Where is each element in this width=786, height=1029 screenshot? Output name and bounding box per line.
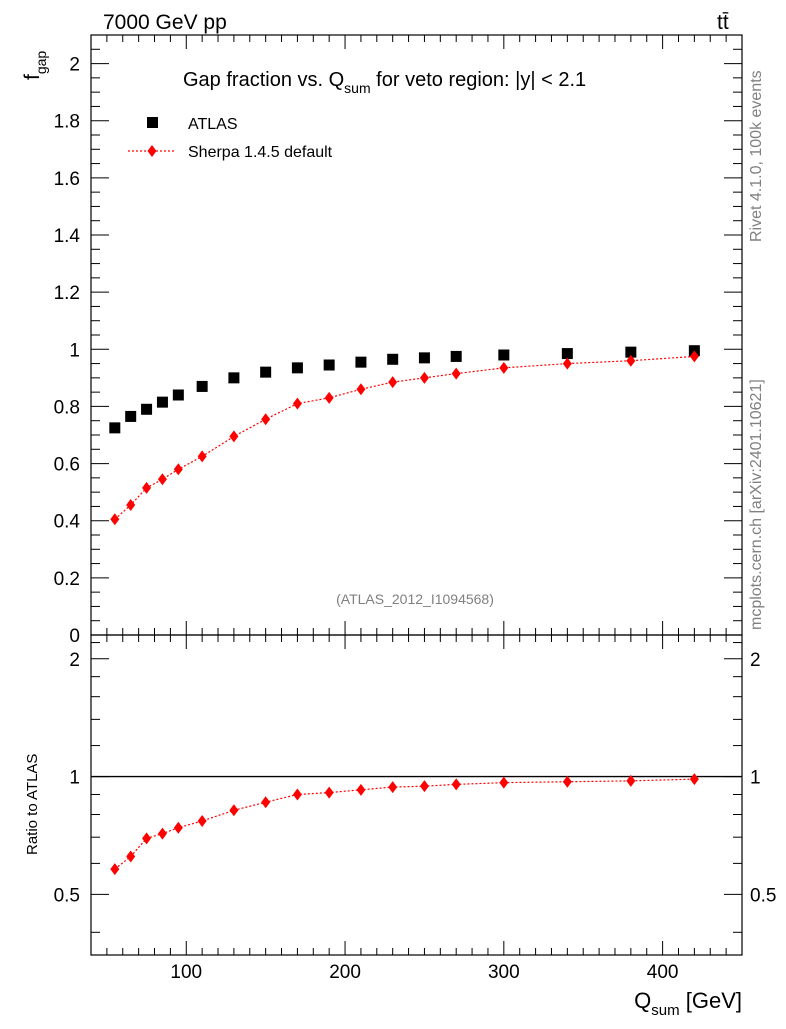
atlas-data-point (109, 422, 121, 434)
ratio-data-point (689, 773, 699, 786)
ratio-axis-ticks (91, 635, 742, 955)
analysis-tag: (ATLAS_2012_I1094568) (336, 591, 494, 607)
legend-atlas-marker (147, 117, 158, 128)
main-y-tick-label: 1.2 (54, 283, 80, 304)
sherpa-data-point (292, 397, 302, 410)
main-y-tick-label: 0.4 (54, 512, 81, 533)
main-y-tick-label: 1.8 (54, 112, 80, 133)
ratio-y-tick-label-right: 2 (750, 650, 761, 671)
x-tick-label: 300 (488, 962, 520, 983)
ratio-data-point (110, 863, 120, 876)
ratio-data-point (356, 783, 366, 796)
main-plot-marks (109, 345, 700, 526)
ratio-y-tick-label-right: 0.5 (750, 885, 776, 906)
atlas-data-point (156, 396, 168, 408)
atlas-data-point (291, 362, 303, 374)
atlas-data-point (561, 348, 573, 360)
main-y-tick-label: 0 (69, 626, 80, 647)
sherpa-data-point (229, 430, 239, 443)
sherpa-data-point (626, 354, 636, 367)
atlas-data-point (355, 356, 367, 368)
ratio-data-point (229, 804, 239, 817)
sherpa-data-point (173, 463, 183, 476)
main-y-tick-labels: 0 0.2 0.4 0.6 0.8 1 1.2 1.4 1.6 1.8 2 (54, 55, 81, 647)
ratio-data-point (562, 775, 572, 788)
ratio-y-tick-label: 2 (69, 650, 80, 671)
main-axis-ticks (91, 34, 742, 636)
sherpa-data-point (562, 357, 572, 370)
ratio-data-point (126, 850, 136, 863)
atlas-data-point (125, 410, 137, 422)
atlas-data-point (450, 350, 462, 362)
x-tick-label: 400 (647, 962, 679, 983)
ratio-data-point (292, 788, 302, 801)
sherpa-data-point (142, 481, 152, 494)
atlas-data-point (387, 353, 399, 365)
x-tick-label: 200 (329, 962, 361, 983)
atlas-data-point (625, 346, 637, 358)
ratio-data-point (197, 814, 207, 827)
ratio-data-point (173, 821, 183, 834)
source-label: mcplots.cern.ch [arXiv:2401.10621] (748, 379, 765, 630)
legend-atlas-label: ATLAS (188, 116, 238, 133)
atlas-data-point (196, 380, 208, 392)
sherpa-data-point (419, 371, 429, 384)
atlas-data-point (141, 403, 153, 415)
ratio-data-point (157, 827, 167, 840)
ratio-y-tick-label: 0.5 (54, 885, 80, 906)
main-y-tick-label: 0.2 (54, 569, 80, 590)
ratio-data-point (324, 786, 334, 799)
x-tick-label: 100 (170, 962, 202, 983)
energy-label: 7000 GeV pp (103, 11, 227, 34)
main-y-tick-label: 1 (69, 340, 80, 361)
legend-sherpa-label: Sherpa 1.4.5 default (188, 144, 333, 161)
ratio-data-point (261, 796, 271, 809)
sherpa-data-point (197, 450, 207, 463)
ratio-series-line (114, 778, 695, 870)
main-y-tick-label: 0.8 (54, 397, 80, 418)
x-tick-labels: 100 200 300 400 (170, 962, 678, 983)
ratio-plot-marks (91, 773, 742, 876)
sherpa-data-point (324, 391, 334, 404)
sherpa-data-point (689, 350, 699, 363)
sherpa-data-point (356, 383, 366, 396)
ratio-data-point (626, 774, 636, 787)
main-y-tick-label: 1.4 (54, 226, 81, 247)
atlas-data-point (260, 366, 272, 378)
atlas-data-point (172, 389, 184, 401)
atlas-data-point (228, 372, 240, 384)
sherpa-data-point (499, 361, 509, 374)
rivet-version-label: Rivet 4.1.0, 100k events (748, 70, 765, 242)
ratio-y-axis-label: Ratio to ATLAS (24, 754, 41, 855)
ratio-data-point (451, 778, 461, 791)
sherpa-data-point (451, 367, 461, 380)
atlas-data-point (418, 352, 430, 364)
process-label: tt̄ (717, 11, 729, 34)
ratio-data-point (499, 776, 509, 789)
sherpa-data-point (388, 376, 398, 389)
sherpa-series-line (114, 355, 695, 520)
legend-sherpa-marker (147, 145, 157, 157)
legend: ATLAS Sherpa 1.4.5 default (128, 116, 333, 161)
ratio-y-tick-label: 1 (69, 768, 80, 789)
sherpa-data-point (157, 473, 167, 486)
chart-title: Gap fraction vs. Qsum for veto region: |… (183, 69, 586, 96)
sherpa-data-point (110, 513, 120, 526)
ratio-y-tick-labels: 0.5 0.5 1 1 2 2 (54, 650, 777, 907)
main-y-axis-label: fgap (21, 51, 49, 80)
main-y-tick-label: 1.6 (54, 169, 80, 190)
ratio-data-point (388, 781, 398, 794)
ratio-y-tick-label-right: 1 (750, 768, 761, 789)
atlas-data-point (323, 359, 335, 371)
main-y-tick-label: 2 (69, 55, 80, 76)
sherpa-data-point (126, 499, 136, 511)
ratio-data-point (419, 780, 429, 793)
ratio-panel-frame (90, 634, 743, 956)
atlas-data-point (498, 349, 510, 361)
main-y-tick-label: 0.6 (54, 455, 80, 476)
ratio-data-point (142, 832, 152, 845)
sherpa-data-point (261, 413, 271, 426)
x-axis-label: Qsum [GeV] (634, 988, 742, 1019)
